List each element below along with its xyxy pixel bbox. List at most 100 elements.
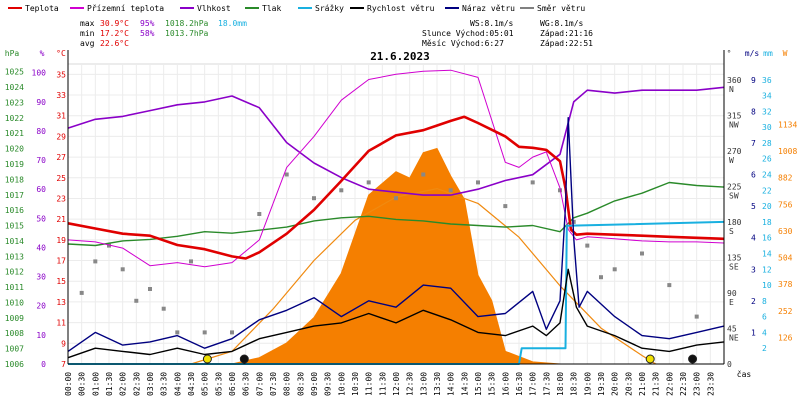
wind-direction-mark xyxy=(107,243,111,248)
tick-label: 252 xyxy=(778,307,793,316)
tick-label: 16 xyxy=(762,234,772,243)
tick-label: 1134 xyxy=(778,120,797,129)
temperature-line xyxy=(67,115,725,260)
tick-label: 10 xyxy=(762,281,772,290)
wind-direction-mark xyxy=(640,251,644,256)
legend-label: Náraz větru xyxy=(462,4,515,13)
stat-label: min xyxy=(80,29,95,38)
axis-unit: ° xyxy=(727,49,732,58)
wind-direction-mark xyxy=(257,212,262,216)
tick-label: 14 xyxy=(762,249,772,258)
tick-label: 29 xyxy=(56,132,66,141)
legend-label: Teplota xyxy=(25,4,59,13)
tick-label: 21 xyxy=(56,215,66,224)
time-tick-label: 14:00 xyxy=(447,372,456,396)
direction-label: SW xyxy=(729,191,739,200)
time-tick-label: 20:30 xyxy=(624,372,633,396)
tick-label: 1009 xyxy=(5,314,24,323)
wind-direction-mark xyxy=(448,188,453,193)
time-tick-label: 13:30 xyxy=(433,372,442,396)
tick-label: 1013 xyxy=(5,252,24,261)
info-wind-speed: WS:8.1m/s xyxy=(470,19,514,28)
tick-label: 1 xyxy=(751,328,756,337)
tick-label: 45 xyxy=(727,324,737,333)
wind-direction-mark xyxy=(175,330,180,335)
tick-label: 30 xyxy=(36,273,46,282)
time-tick-label: 08:00 xyxy=(283,372,292,396)
tick-label: 1012 xyxy=(5,268,24,277)
tick-label: 27 xyxy=(56,153,66,162)
tick-label: 4 xyxy=(762,328,767,337)
tick-label: 32 xyxy=(762,107,772,116)
direction-label: NE xyxy=(729,333,739,342)
tick-label: 100 xyxy=(32,69,47,78)
time-tick-label: 09:30 xyxy=(324,372,333,396)
tick-label: 6 xyxy=(751,171,756,180)
tick-label: 1010 xyxy=(5,298,24,307)
stat-temp: 30.9°C xyxy=(100,19,129,28)
time-tick-label: 14:30 xyxy=(460,372,469,396)
wind-direction-mark xyxy=(421,172,426,177)
tick-label: 40 xyxy=(36,243,46,252)
tick-label: 50 xyxy=(36,214,46,223)
axis-unit: mm xyxy=(763,49,773,58)
tick-label: 1022 xyxy=(5,114,24,123)
time-tick-label: 00:30 xyxy=(78,372,87,396)
tick-label: 1020 xyxy=(5,145,24,154)
time-tick-label: 23:00 xyxy=(693,372,702,396)
wind-direction-mark xyxy=(148,287,152,291)
pressure-line xyxy=(67,181,725,247)
sun-marker xyxy=(645,354,655,364)
tick-label: 35 xyxy=(56,70,66,79)
tick-label: 1014 xyxy=(5,237,24,246)
axis-unit: W xyxy=(783,49,788,58)
tick-label: 1018 xyxy=(5,175,24,184)
wind-direction-mark xyxy=(585,243,590,248)
tick-label: 22 xyxy=(762,186,772,195)
tick-label: 1025 xyxy=(5,68,24,77)
tick-label: 15 xyxy=(56,277,66,286)
wind-direction-mark xyxy=(161,306,166,311)
stat-temp: 17.2°C xyxy=(100,29,129,38)
tick-label: 8 xyxy=(762,297,767,306)
axis-unit: °C xyxy=(56,49,66,58)
tick-label: 13 xyxy=(56,298,66,307)
time-tick-label: 17:30 xyxy=(542,372,551,396)
tick-label: 5 xyxy=(751,202,756,211)
solar-theoretical-line xyxy=(190,188,657,365)
time-tick-label: 21:30 xyxy=(652,372,661,396)
tick-label: 28 xyxy=(762,139,772,148)
tick-label: 1021 xyxy=(5,129,24,138)
time-tick-label: 07:00 xyxy=(255,372,264,396)
tick-label: 60 xyxy=(36,185,46,194)
direction-label: NW xyxy=(729,120,739,129)
info-sun-rise: Slunce Východ:05:01 xyxy=(422,29,514,38)
tick-label: 34 xyxy=(762,92,772,101)
tick-label: 3 xyxy=(751,265,756,274)
tick-label: 225 xyxy=(727,182,742,191)
wind-gust-line xyxy=(67,117,725,352)
time-tick-label: 11:00 xyxy=(365,372,374,396)
info-moon-rise: Měsíc Východ:6:27 xyxy=(422,39,504,48)
moon-marker xyxy=(239,354,249,364)
time-tick-label: 21:00 xyxy=(638,372,647,396)
axis-unit: hPa xyxy=(5,49,20,58)
tick-label: 1011 xyxy=(5,283,24,292)
wind-direction-mark xyxy=(503,204,508,209)
tick-label: 7 xyxy=(751,139,756,148)
tick-label: 1016 xyxy=(5,206,24,215)
tick-label: 1017 xyxy=(5,191,24,200)
tick-label: 360 xyxy=(727,76,742,85)
tick-label: 180 xyxy=(727,218,742,227)
tick-label: 1006 xyxy=(5,360,24,369)
wind-direction-mark xyxy=(571,219,576,224)
tick-label: 17 xyxy=(56,257,66,266)
wind-direction-mark xyxy=(284,172,289,177)
info-sun-set: Západ:21:16 xyxy=(540,29,593,38)
wind-direction-mark xyxy=(79,290,84,295)
tick-label: 135 xyxy=(727,253,742,262)
tick-label: 315 xyxy=(727,111,742,120)
direction-label: SE xyxy=(729,262,739,271)
tick-label: 4 xyxy=(751,234,756,243)
stat-label: max xyxy=(80,19,95,28)
